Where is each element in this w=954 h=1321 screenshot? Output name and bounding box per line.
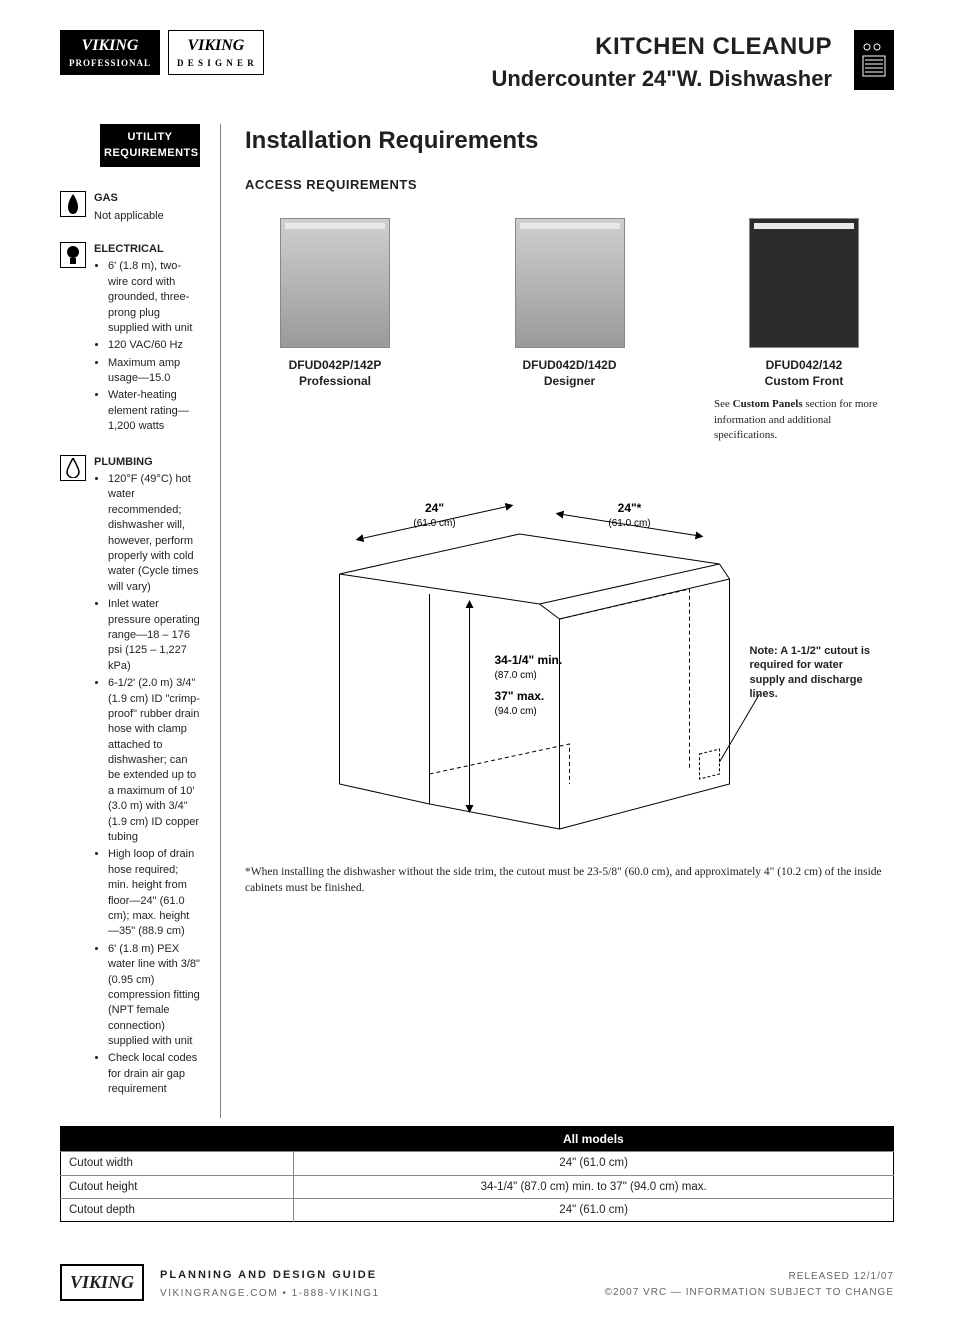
gas-text: Not applicable xyxy=(94,209,200,224)
cutout-spec-table: All models Cutout width 24" (61.0 cm) Cu… xyxy=(60,1126,894,1222)
utility-box-line1: UTILITY xyxy=(104,130,196,145)
electrical-list: 6' (1.8 m), two-wire cord with grounded,… xyxy=(94,259,200,434)
electrical-item: 6' (1.8 m), two-wire cord with grounded,… xyxy=(108,259,200,336)
electrical-heading: ELECTRICAL xyxy=(94,242,200,257)
plumbing-item: High loop of drain hose required; min. h… xyxy=(108,847,200,939)
plumbing-item: 6' (1.8 m) PEX water line with 3/8" (0.9… xyxy=(108,942,200,1050)
page-footer: VIKING PLANNING AND DESIGN GUIDE VIKINGR… xyxy=(60,1252,894,1301)
logo-brand-text: VIKING xyxy=(69,35,151,57)
flame-icon xyxy=(60,191,86,217)
svg-text:(94.0 cm): (94.0 cm) xyxy=(495,706,537,717)
product-card-custom: DFUD042/142 Custom Front See Custom Pane… xyxy=(714,218,894,443)
cutout-height-label: Cutout height xyxy=(61,1175,294,1198)
heading-installation: Installation Requirements xyxy=(245,124,894,158)
electrical-item: 120 VAC/60 Hz xyxy=(108,338,200,353)
table-row: Cutout height 34-1/4" (87.0 cm) min. to … xyxy=(61,1175,894,1198)
utility-box-line2: REQUIREMENTS xyxy=(104,146,196,161)
page-header: VIKING PROFESSIONAL VIKING D E S I G N E… xyxy=(60,30,894,94)
svg-text:34-1/4" min.: 34-1/4" min. xyxy=(495,653,563,667)
gas-section: GAS Not applicable xyxy=(60,191,200,224)
title-line-1: KITCHEN CLEANUP xyxy=(491,30,832,64)
document-title: KITCHEN CLEANUP Undercounter 24"W. Dishw… xyxy=(491,30,832,94)
heading-access: ACCESS REQUIREMENTS xyxy=(245,176,894,194)
table-header-blank xyxy=(61,1126,294,1152)
logo-brand-text: VIKING xyxy=(177,35,255,57)
product-image-professional xyxy=(280,218,390,348)
product-variant: Custom Front xyxy=(714,374,894,390)
table-row: Cutout depth 24" (61.0 cm) xyxy=(61,1198,894,1221)
product-model: DFUD042D/142D xyxy=(480,358,660,374)
gas-heading: GAS xyxy=(94,191,200,206)
plumbing-heading: PLUMBING xyxy=(94,455,200,470)
product-image-designer xyxy=(515,218,625,348)
footer-logo: VIKING xyxy=(60,1264,144,1301)
cutout-width-label: Cutout width xyxy=(61,1152,294,1175)
brand-logos: VIKING PROFESSIONAL VIKING D E S I G N E… xyxy=(60,30,264,75)
lightbulb-icon xyxy=(60,242,86,268)
cutout-depth-label: Cutout depth xyxy=(61,1198,294,1221)
logo-sub-designer: D E S I G N E R xyxy=(177,57,255,70)
logo-professional: VIKING PROFESSIONAL xyxy=(60,30,160,75)
title-line-2: Undercounter 24"W. Dishwasher xyxy=(491,64,832,95)
cutout-depth-value: 24" (61.0 cm) xyxy=(294,1198,894,1221)
page-body: UTILITY REQUIREMENTS GAS Not applicable … xyxy=(60,124,894,1117)
main-column: Installation Requirements ACCESS REQUIRE… xyxy=(220,124,894,1117)
electrical-item: Maximum amp usage—15.0 xyxy=(108,356,200,387)
table-header-allmodels: All models xyxy=(294,1126,894,1152)
plumbing-item: Check local codes for drain air gap requ… xyxy=(108,1051,200,1097)
cutout-height-value: 34-1/4" (87.0 cm) min. to 37" (94.0 cm) … xyxy=(294,1175,894,1198)
plumbing-item: 6-1/2' (2.0 m) 3/4" (1.9 cm) ID "crimp-p… xyxy=(108,676,200,845)
droplet-icon xyxy=(60,455,86,481)
footer-contact: VIKINGRANGE.COM • 1-888-VIKING1 xyxy=(160,1287,380,1301)
plumbing-list: 120°F (49°C) hot water recommended; dish… xyxy=(94,472,200,1098)
logo-sub-professional: PROFESSIONAL xyxy=(69,57,151,70)
cutout-diagram: 24" (61.0 cm) 24"* (61.0 cm) 34-1/4" min… xyxy=(245,484,894,844)
plumbing-item: 120°F (49°C) hot water recommended; dish… xyxy=(108,472,200,595)
utility-requirements-box: UTILITY REQUIREMENTS xyxy=(100,124,200,167)
svg-text:(87.0 cm): (87.0 cm) xyxy=(495,670,537,681)
dishwasher-icon xyxy=(854,30,894,90)
plumbing-item: Inlet water pressure operating range—18 … xyxy=(108,597,200,674)
product-variant: Designer xyxy=(480,374,660,390)
plumbing-section: PLUMBING 120°F (49°C) hot water recommen… xyxy=(60,455,200,1100)
product-card-designer: DFUD042D/142D Designer xyxy=(480,218,660,443)
custom-panel-note: See Custom Panels section for more infor… xyxy=(714,397,894,443)
svg-text:(61.0 cm): (61.0 cm) xyxy=(608,518,650,529)
svg-text:24": 24" xyxy=(425,501,444,515)
logo-designer: VIKING D E S I G N E R xyxy=(168,30,264,75)
svg-text:24"*: 24"* xyxy=(618,501,642,515)
product-model: DFUD042P/142P xyxy=(245,358,425,374)
footer-release-date: RELEASED 12/1/07 xyxy=(605,1269,894,1285)
install-footnote: *When installing the dishwasher without … xyxy=(245,864,894,896)
product-variant: Professional xyxy=(245,374,425,390)
cutout-width-value: 24" (61.0 cm) xyxy=(294,1152,894,1175)
product-card-professional: DFUD042P/142P Professional xyxy=(245,218,425,443)
diagram-note: Note: A 1-1/2" cutout is required for wa… xyxy=(750,644,880,701)
product-image-custom xyxy=(749,218,859,348)
svg-text:37" max.: 37" max. xyxy=(495,689,545,703)
electrical-section: ELECTRICAL 6' (1.8 m), two-wire cord wit… xyxy=(60,242,200,437)
footer-copyright: ©2007 VRC — INFORMATION SUBJECT TO CHANG… xyxy=(605,1285,894,1301)
utility-column: UTILITY REQUIREMENTS GAS Not applicable … xyxy=(60,124,200,1117)
product-row: DFUD042P/142P Professional DFUD042D/142D… xyxy=(245,218,894,443)
table-row: Cutout width 24" (61.0 cm) xyxy=(61,1152,894,1175)
electrical-item: Water-heating element rating—1,200 watts xyxy=(108,388,200,434)
product-model: DFUD042/142 xyxy=(714,358,894,374)
svg-text:(61.0 cm): (61.0 cm) xyxy=(413,518,455,529)
footer-guide-title: PLANNING AND DESIGN GUIDE xyxy=(160,1268,380,1283)
